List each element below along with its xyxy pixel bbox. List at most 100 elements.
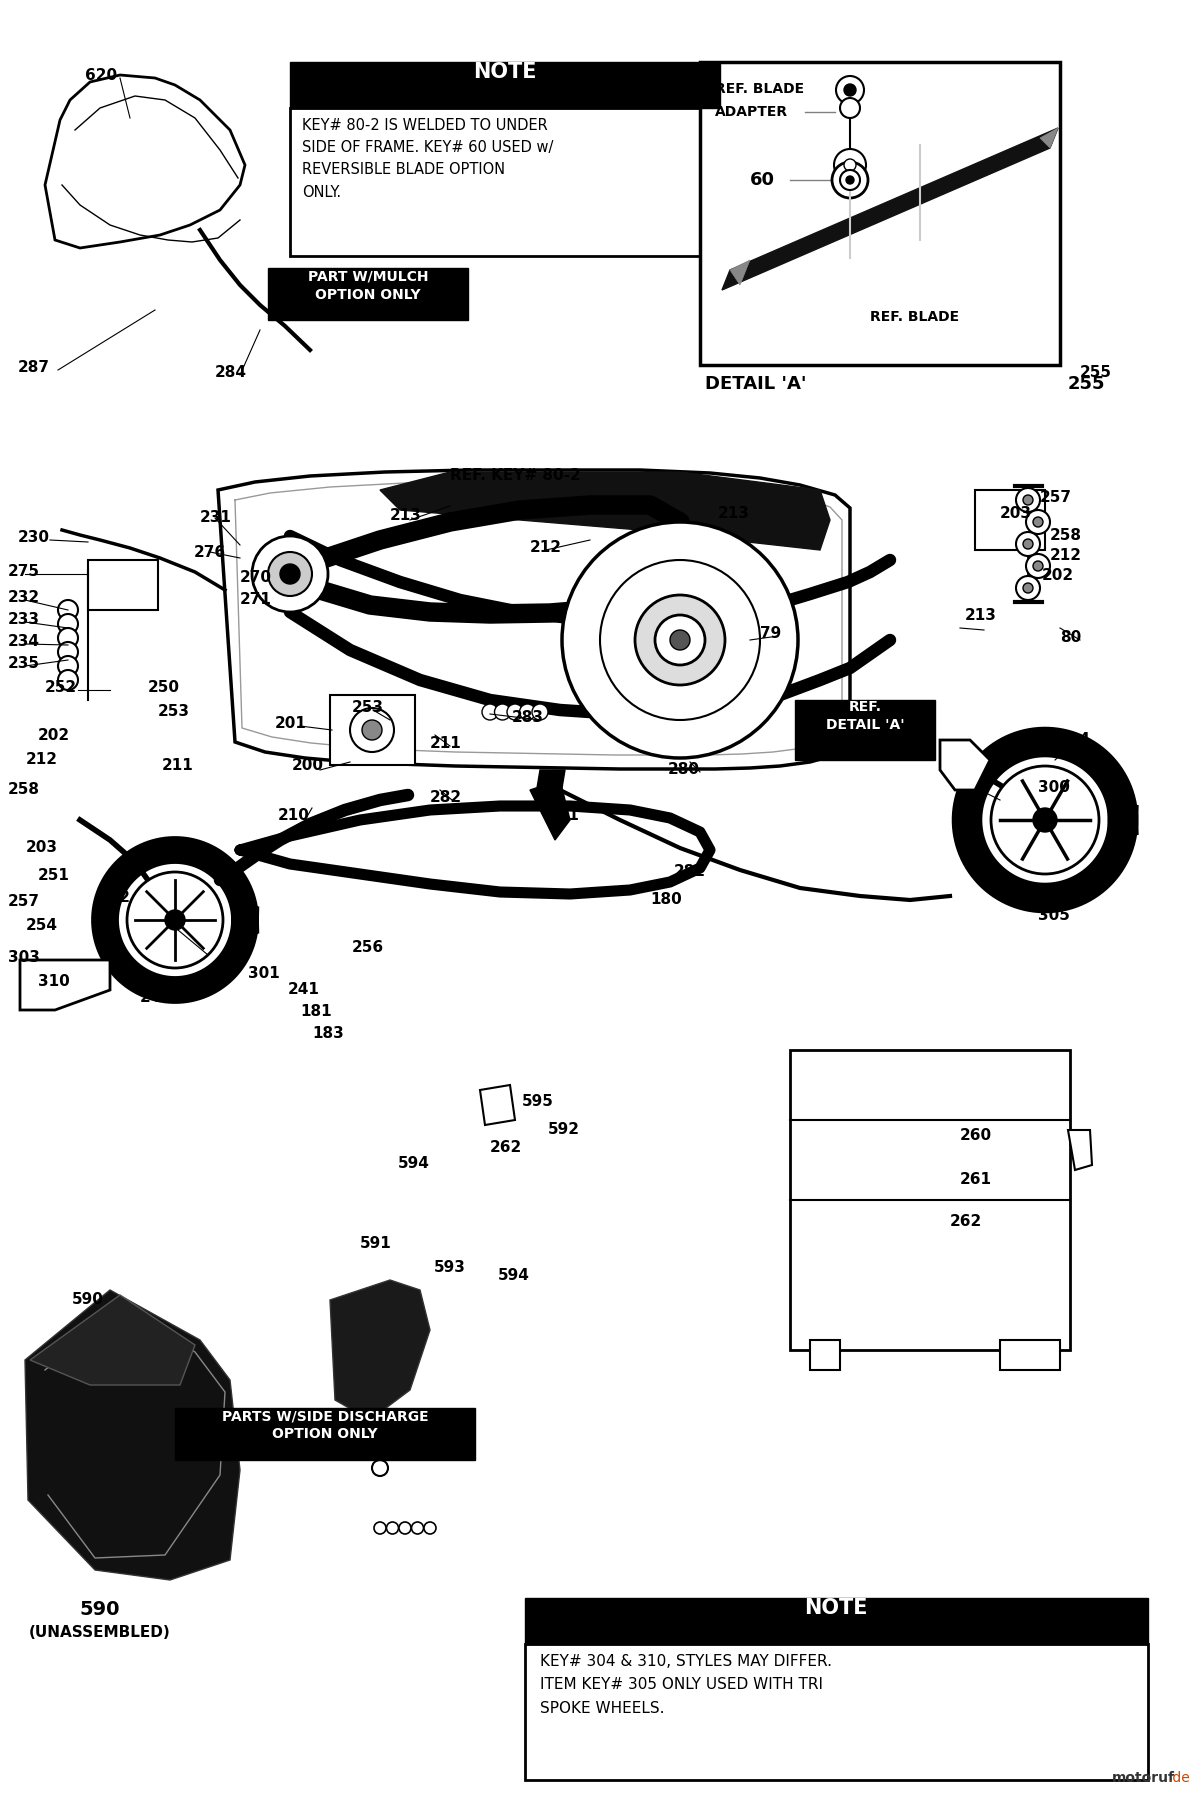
Bar bbox=[329, 695, 415, 765]
Circle shape bbox=[58, 655, 78, 677]
Text: 234: 234 bbox=[8, 634, 40, 650]
Text: 303: 303 bbox=[8, 950, 40, 965]
Text: 310: 310 bbox=[38, 974, 69, 988]
Circle shape bbox=[670, 630, 690, 650]
Text: DETAIL 'A': DETAIL 'A' bbox=[704, 374, 806, 392]
Text: 255: 255 bbox=[1081, 365, 1112, 380]
Bar bbox=[175, 1408, 474, 1460]
Bar bbox=[290, 61, 720, 108]
Text: 212: 212 bbox=[530, 540, 562, 554]
Circle shape bbox=[58, 628, 78, 648]
Circle shape bbox=[532, 704, 547, 720]
Polygon shape bbox=[1067, 1130, 1093, 1170]
Circle shape bbox=[58, 614, 78, 634]
Text: 230: 230 bbox=[18, 529, 50, 545]
Text: 253: 253 bbox=[158, 704, 190, 718]
Polygon shape bbox=[480, 1085, 515, 1125]
Bar bbox=[525, 1643, 1148, 1780]
Circle shape bbox=[1033, 517, 1043, 527]
Text: 283: 283 bbox=[512, 709, 544, 725]
Text: 257: 257 bbox=[8, 895, 40, 909]
Text: 252: 252 bbox=[46, 680, 77, 695]
Text: 593: 593 bbox=[434, 1260, 466, 1274]
Text: 280: 280 bbox=[668, 761, 700, 778]
Text: 253: 253 bbox=[352, 700, 385, 715]
Bar bbox=[87, 560, 158, 610]
Polygon shape bbox=[25, 1291, 240, 1580]
Text: 235: 235 bbox=[8, 655, 40, 671]
Circle shape bbox=[845, 85, 857, 95]
Polygon shape bbox=[530, 779, 570, 841]
Text: 213: 213 bbox=[391, 508, 422, 524]
Circle shape bbox=[1016, 576, 1040, 599]
Circle shape bbox=[635, 596, 725, 686]
Circle shape bbox=[252, 536, 328, 612]
Circle shape bbox=[840, 169, 860, 191]
Bar bbox=[700, 61, 1060, 365]
Circle shape bbox=[280, 563, 300, 583]
Text: 200: 200 bbox=[292, 758, 323, 772]
Circle shape bbox=[58, 643, 78, 662]
Text: 301: 301 bbox=[248, 967, 280, 981]
Text: 181: 181 bbox=[300, 1004, 332, 1019]
Text: 258: 258 bbox=[1049, 527, 1082, 544]
Circle shape bbox=[600, 560, 760, 720]
Text: 271: 271 bbox=[240, 592, 272, 607]
Text: 592: 592 bbox=[547, 1121, 580, 1138]
Text: motoruf: motoruf bbox=[1112, 1771, 1175, 1786]
Text: 201: 201 bbox=[276, 716, 307, 731]
Circle shape bbox=[268, 553, 311, 596]
Circle shape bbox=[1023, 495, 1033, 506]
Circle shape bbox=[482, 704, 498, 720]
Circle shape bbox=[846, 176, 854, 184]
Circle shape bbox=[507, 704, 524, 720]
Text: 300: 300 bbox=[1037, 779, 1070, 796]
Text: 276: 276 bbox=[194, 545, 226, 560]
Text: ADAPTER: ADAPTER bbox=[715, 104, 788, 119]
Text: 203: 203 bbox=[1000, 506, 1031, 520]
Text: 595: 595 bbox=[522, 1094, 553, 1109]
Polygon shape bbox=[218, 470, 851, 769]
Polygon shape bbox=[329, 1280, 430, 1420]
Text: PART W/MULCH
OPTION ONLY: PART W/MULCH OPTION ONLY bbox=[308, 270, 428, 302]
Circle shape bbox=[1023, 538, 1033, 549]
Circle shape bbox=[845, 158, 857, 171]
Text: 80: 80 bbox=[1060, 630, 1082, 644]
Text: 287: 287 bbox=[18, 360, 50, 374]
Circle shape bbox=[399, 1523, 411, 1534]
Bar bbox=[795, 700, 934, 760]
Circle shape bbox=[1023, 583, 1033, 592]
Text: 261: 261 bbox=[960, 1172, 992, 1186]
Text: 620: 620 bbox=[85, 68, 117, 83]
Text: 591: 591 bbox=[361, 1237, 392, 1251]
Circle shape bbox=[836, 76, 864, 104]
Text: 594: 594 bbox=[498, 1267, 530, 1283]
Polygon shape bbox=[30, 1294, 195, 1384]
Text: REF. BLADE: REF. BLADE bbox=[715, 83, 804, 95]
Circle shape bbox=[374, 1523, 386, 1534]
Text: 302: 302 bbox=[98, 889, 131, 905]
Text: 211: 211 bbox=[162, 758, 194, 772]
Text: 251: 251 bbox=[38, 868, 69, 884]
Text: REF. KEY# 80-2: REF. KEY# 80-2 bbox=[450, 468, 581, 482]
Text: 232: 232 bbox=[8, 590, 40, 605]
Circle shape bbox=[1033, 808, 1057, 832]
Circle shape bbox=[58, 599, 78, 619]
Text: KEY# 304 & 310, STYLES MAY DIFFER.
ITEM KEY# 305 ONLY USED WITH TRI
SPOKE WHEELS: KEY# 304 & 310, STYLES MAY DIFFER. ITEM … bbox=[540, 1654, 831, 1715]
Text: 231: 231 bbox=[200, 509, 232, 526]
Text: 275: 275 bbox=[8, 563, 40, 580]
Circle shape bbox=[834, 149, 866, 182]
Polygon shape bbox=[46, 76, 246, 248]
Text: 203: 203 bbox=[26, 841, 58, 855]
Circle shape bbox=[655, 616, 704, 664]
Circle shape bbox=[495, 704, 510, 720]
Bar bbox=[789, 1049, 1070, 1350]
Circle shape bbox=[127, 871, 223, 968]
Text: 262: 262 bbox=[950, 1213, 982, 1229]
Text: PARTS W/SIDE DISCHARGE
OPTION ONLY: PARTS W/SIDE DISCHARGE OPTION ONLY bbox=[222, 1409, 429, 1442]
Text: 260: 260 bbox=[960, 1129, 992, 1143]
Text: NOTE: NOTE bbox=[804, 1598, 867, 1618]
Text: 284: 284 bbox=[214, 365, 247, 380]
Bar bbox=[975, 490, 1045, 551]
Circle shape bbox=[1016, 533, 1040, 556]
